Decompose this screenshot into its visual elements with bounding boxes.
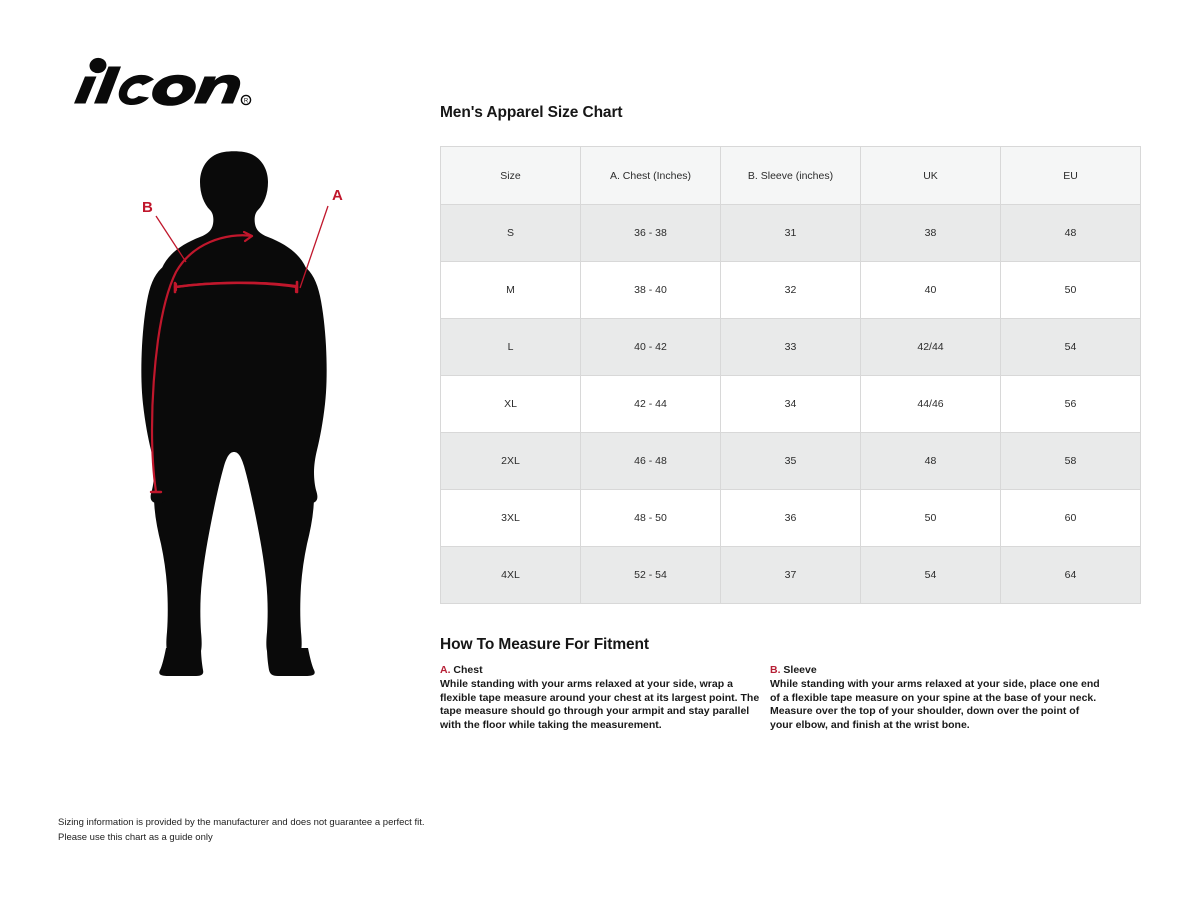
cell-size: 2XL xyxy=(440,432,581,490)
cell-chest: 46 - 48 xyxy=(580,432,721,490)
measure-item-sleeve: B. Sleeve While standing with your arms … xyxy=(770,663,1100,732)
how-to-measure-section: How To Measure For Fitment A. Chest Whil… xyxy=(440,636,1140,732)
sleeve-measurement-line xyxy=(150,234,254,494)
cell-sleeve: 32 xyxy=(720,261,861,319)
leader-line-a xyxy=(299,205,329,289)
cell-size: 4XL xyxy=(440,546,581,604)
cell-uk: 48 xyxy=(860,432,1001,490)
column-header-chest: A. Chest (Inches) xyxy=(580,146,721,205)
measure-name-sleeve: Sleeve xyxy=(783,664,817,676)
disclaimer-line-1: Sizing information is provided by the ma… xyxy=(58,817,425,828)
disclaimer: Sizing information is provided by the ma… xyxy=(58,816,578,845)
table-row: S 36 - 38 31 38 48 xyxy=(440,204,1141,262)
cell-sleeve: 36 xyxy=(720,489,861,547)
measure-item-sleeve-heading: B. Sleeve xyxy=(770,663,1100,677)
measure-item-chest-text: While standing with your arms relaxed at… xyxy=(440,678,760,731)
column-header-size: Size xyxy=(440,146,581,205)
marker-b-label: B xyxy=(142,199,153,216)
male-body-silhouette xyxy=(141,151,327,676)
cell-sleeve: 35 xyxy=(720,432,861,490)
cell-sleeve: 33 xyxy=(720,318,861,376)
cell-chest: 42 - 44 xyxy=(580,375,721,433)
svg-text:R: R xyxy=(244,99,249,105)
cell-uk: 38 xyxy=(860,204,1001,262)
measure-name-chest: Chest xyxy=(453,664,483,676)
cell-chest: 52 - 54 xyxy=(580,546,721,604)
cell-size: M xyxy=(440,261,581,319)
cell-eu: 64 xyxy=(1000,546,1141,604)
cell-sleeve: 34 xyxy=(720,375,861,433)
cell-eu: 60 xyxy=(1000,489,1141,547)
icon-brand-logo: R xyxy=(58,48,253,110)
cell-size: 3XL xyxy=(440,489,581,547)
size-chart-table: Size A. Chest (Inches) B. Sleeve (inches… xyxy=(440,146,1141,604)
sleeve-line-arrowhead xyxy=(242,230,254,243)
how-to-measure-title: How To Measure For Fitment xyxy=(440,636,649,653)
cell-chest: 48 - 50 xyxy=(580,489,721,547)
table-row: 4XL 52 - 54 37 54 64 xyxy=(440,546,1141,604)
column-header-sleeve: B. Sleeve (inches) xyxy=(720,146,861,205)
page-title: Men's Apparel Size Chart xyxy=(440,104,623,121)
cell-sleeve: 37 xyxy=(720,546,861,604)
disclaimer-line-2: Please use this chart as a guide only xyxy=(58,831,213,843)
cell-eu: 58 xyxy=(1000,432,1141,490)
leader-line-b xyxy=(155,215,187,263)
cell-chest: 36 - 38 xyxy=(580,204,721,262)
cell-sleeve: 31 xyxy=(720,204,861,262)
cell-eu: 54 xyxy=(1000,318,1141,376)
cell-chest: 40 - 42 xyxy=(580,318,721,376)
measure-letter-b: B. xyxy=(770,664,781,676)
table-row: 2XL 46 - 48 35 48 58 xyxy=(440,432,1141,490)
cell-uk: 54 xyxy=(860,546,1001,604)
table-row: M 38 - 40 32 40 50 xyxy=(440,261,1141,319)
measure-item-sleeve-text: While standing with your arms relaxed at… xyxy=(770,678,1100,731)
cell-size: L xyxy=(440,318,581,376)
table-header-row: Size A. Chest (Inches) B. Sleeve (inches… xyxy=(440,146,1141,205)
cell-chest: 38 - 40 xyxy=(580,261,721,319)
size-chart-panel: Men's Apparel Size Chart Size A. Chest (… xyxy=(440,104,1141,732)
marker-a-label: A xyxy=(332,187,343,204)
table-row: L 40 - 42 33 42/44 54 xyxy=(440,318,1141,376)
table-row: 3XL 48 - 50 36 50 60 xyxy=(440,489,1141,547)
measure-letter-a: A. xyxy=(440,664,451,676)
measure-item-chest: A. Chest While standing with your arms r… xyxy=(440,663,770,732)
cell-eu: 56 xyxy=(1000,375,1141,433)
cell-uk: 44/46 xyxy=(860,375,1001,433)
measure-item-chest-heading: A. Chest xyxy=(440,663,770,677)
body-measurement-diagram: A B xyxy=(120,140,380,680)
column-header-eu: EU xyxy=(1000,146,1141,205)
cell-eu: 48 xyxy=(1000,204,1141,262)
cell-size: S xyxy=(440,204,581,262)
column-header-uk: UK xyxy=(860,146,1001,205)
cell-uk: 50 xyxy=(860,489,1001,547)
table-row: XL 42 - 44 34 44/46 56 xyxy=(440,375,1141,433)
cell-size: XL xyxy=(440,375,581,433)
cell-uk: 40 xyxy=(860,261,1001,319)
cell-eu: 50 xyxy=(1000,261,1141,319)
cell-uk: 42/44 xyxy=(860,318,1001,376)
